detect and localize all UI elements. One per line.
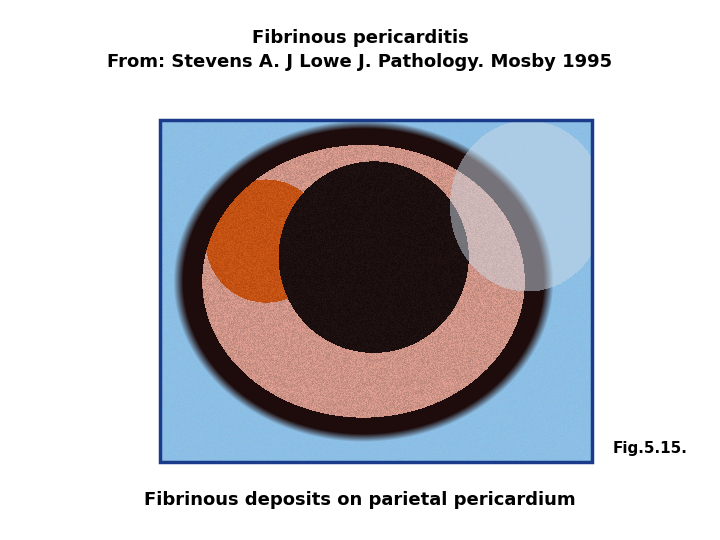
Text: From: Stevens A. J Lowe J. Pathology. Mosby 1995: From: Stevens A. J Lowe J. Pathology. Mo… — [107, 53, 613, 71]
Text: Fibrinous pericarditis: Fibrinous pericarditis — [251, 29, 469, 47]
Text: Fibrinous deposits on parietal pericardium: Fibrinous deposits on parietal pericardi… — [144, 491, 576, 509]
Text: Fig.5.15.: Fig.5.15. — [613, 441, 688, 456]
Bar — [160, 120, 592, 462]
